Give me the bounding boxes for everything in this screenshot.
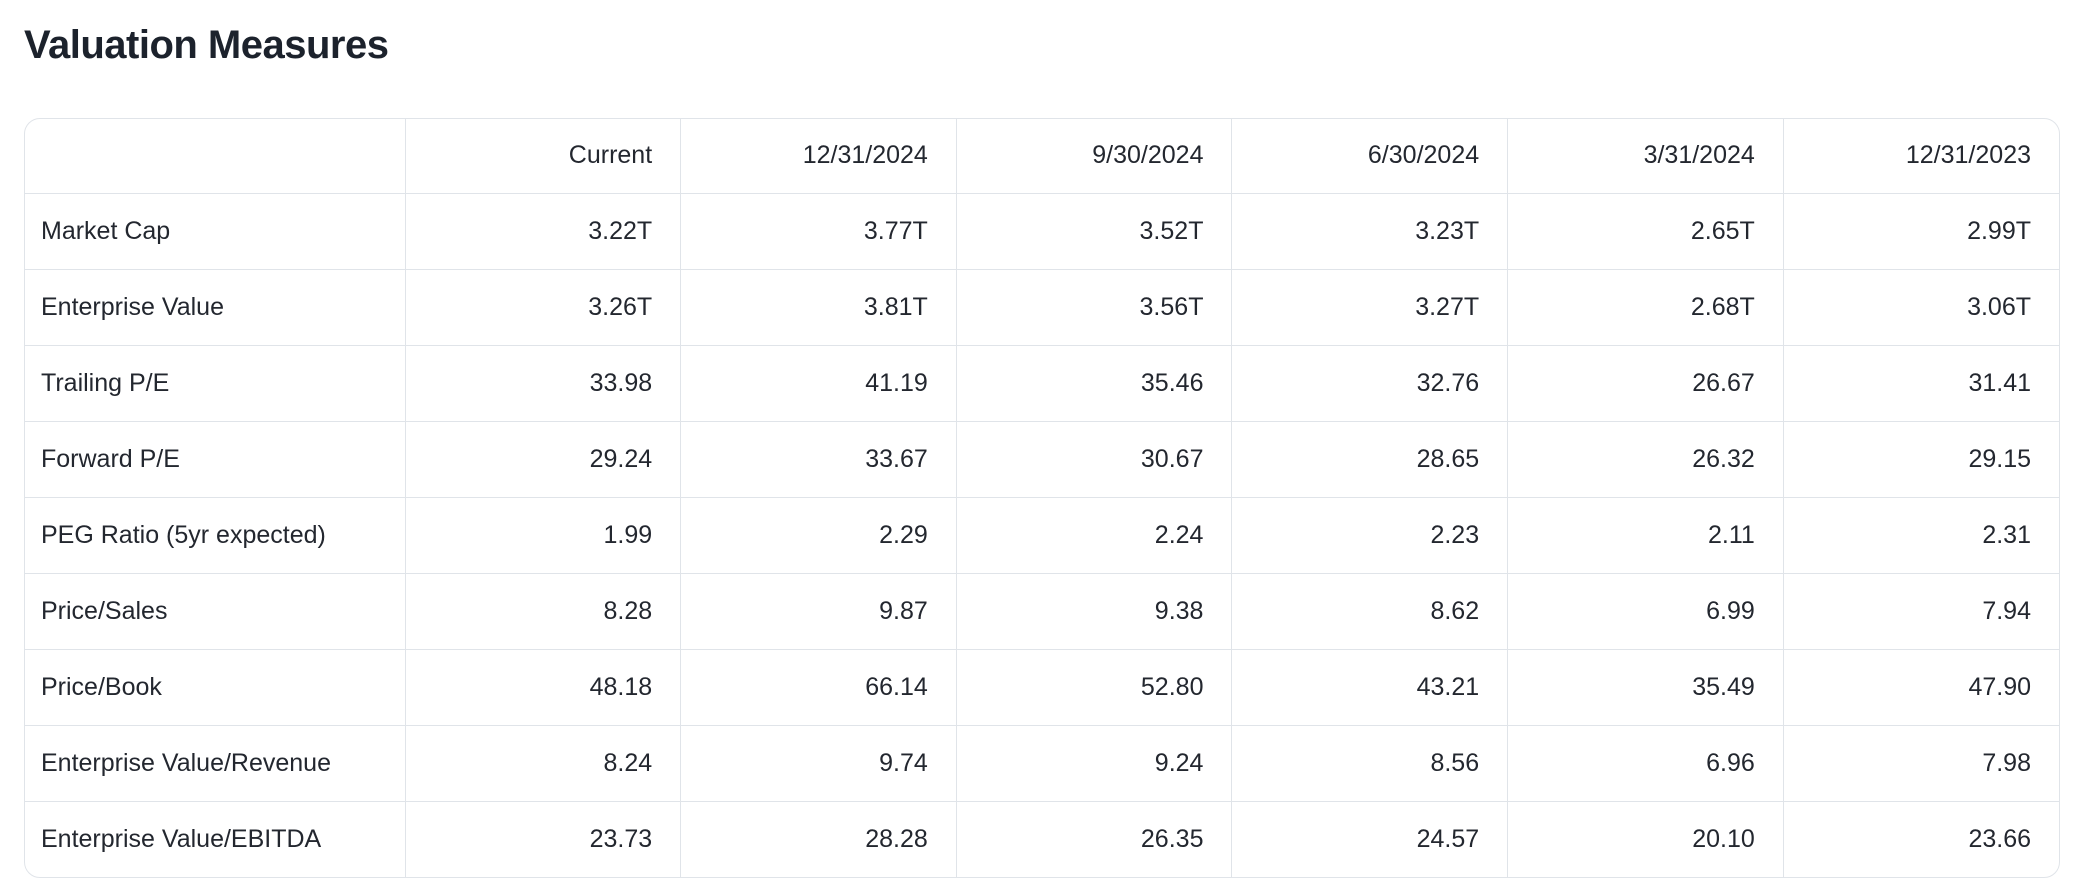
cell-value: 30.67: [955, 420, 1232, 497]
cell-value: 29.15: [1782, 420, 2059, 497]
cell-value: 35.49: [1507, 648, 1784, 725]
cell-value: 24.57: [1231, 800, 1508, 877]
table-row-market-cap: Market Cap 3.22T 3.77T 3.52T 3.23T 2.65T…: [25, 192, 2059, 269]
table-row-ev-ebitda: Enterprise Value/EBITDA 23.73 28.28 26.3…: [25, 800, 2059, 877]
row-label: Forward P/E: [25, 420, 405, 497]
cell-value: 9.24: [955, 724, 1232, 801]
table-row-forward-pe: Forward P/E 29.24 33.67 30.67 28.65 26.3…: [25, 420, 2059, 497]
cell-value: 9.38: [955, 572, 1232, 649]
table-header-row: Current 12/31/2024 9/30/2024 6/30/2024 3…: [25, 119, 2059, 193]
cell-value: 3.52T: [955, 192, 1232, 269]
cell-value: 9.87: [680, 572, 957, 649]
cell-value: 3.23T: [1231, 192, 1508, 269]
cell-value: 33.98: [404, 344, 681, 421]
row-label: Enterprise Value/EBITDA: [25, 800, 405, 877]
cell-value: 2.65T: [1507, 192, 1784, 269]
cell-value: 6.99: [1507, 572, 1784, 649]
cell-value: 2.29: [680, 496, 957, 573]
cell-value: 29.24: [404, 420, 681, 497]
cell-value: 3.77T: [680, 192, 957, 269]
cell-value: 7.98: [1782, 724, 2059, 801]
table-row-ev-revenue: Enterprise Value/Revenue 8.24 9.74 9.24 …: [25, 724, 2059, 801]
column-header-12-31-2024: 12/31/2024: [680, 119, 957, 193]
cell-value: 2.23: [1231, 496, 1508, 573]
column-header-3-31-2024: 3/31/2024: [1507, 119, 1784, 193]
cell-value: 1.99: [404, 496, 681, 573]
table-row-trailing-pe: Trailing P/E 33.98 41.19 35.46 32.76 26.…: [25, 344, 2059, 421]
row-label: Price/Book: [25, 648, 405, 725]
cell-value: 3.26T: [404, 268, 681, 345]
row-label: Market Cap: [25, 192, 405, 269]
cell-value: 3.22T: [404, 192, 681, 269]
table-row-enterprise-value: Enterprise Value 3.26T 3.81T 3.56T 3.27T…: [25, 268, 2059, 345]
cell-value: 8.24: [404, 724, 681, 801]
cell-value: 3.27T: [1231, 268, 1508, 345]
cell-value: 48.18: [404, 648, 681, 725]
cell-value: 8.62: [1231, 572, 1508, 649]
row-label: Enterprise Value/Revenue: [25, 724, 405, 801]
cell-value: 2.24: [955, 496, 1232, 573]
column-header-blank: [25, 119, 405, 193]
cell-value: 3.56T: [955, 268, 1232, 345]
row-label: Trailing P/E: [25, 344, 405, 421]
cell-value: 47.90: [1782, 648, 2059, 725]
cell-value: 26.67: [1507, 344, 1784, 421]
table-row-peg-ratio: PEG Ratio (5yr expected) 1.99 2.29 2.24 …: [25, 496, 2059, 573]
cell-value: 6.96: [1507, 724, 1784, 801]
cell-value: 2.99T: [1782, 192, 2059, 269]
cell-value: 43.21: [1231, 648, 1508, 725]
valuation-table-container: Current 12/31/2024 9/30/2024 6/30/2024 3…: [24, 118, 2060, 878]
cell-value: 8.28: [404, 572, 681, 649]
cell-value: 41.19: [680, 344, 957, 421]
cell-value: 32.76: [1231, 344, 1508, 421]
valuation-table: Current 12/31/2024 9/30/2024 6/30/2024 3…: [25, 119, 2059, 877]
cell-value: 28.28: [680, 800, 957, 877]
cell-value: 66.14: [680, 648, 957, 725]
cell-value: 28.65: [1231, 420, 1508, 497]
column-header-6-30-2024: 6/30/2024: [1231, 119, 1508, 193]
page-title: Valuation Measures: [24, 23, 389, 67]
cell-value: 2.68T: [1507, 268, 1784, 345]
cell-value: 7.94: [1782, 572, 2059, 649]
cell-value: 8.56: [1231, 724, 1508, 801]
cell-value: 23.66: [1782, 800, 2059, 877]
row-label: PEG Ratio (5yr expected): [25, 496, 405, 573]
cell-value: 3.06T: [1782, 268, 2059, 345]
cell-value: 52.80: [955, 648, 1232, 725]
cell-value: 26.32: [1507, 420, 1784, 497]
cell-value: 26.35: [955, 800, 1232, 877]
cell-value: 2.11: [1507, 496, 1784, 573]
table-row-price-book: Price/Book 48.18 66.14 52.80 43.21 35.49…: [25, 648, 2059, 725]
column-header-12-31-2023: 12/31/2023: [1782, 119, 2059, 193]
row-label: Enterprise Value: [25, 268, 405, 345]
cell-value: 33.67: [680, 420, 957, 497]
cell-value: 3.81T: [680, 268, 957, 345]
table-row-price-sales: Price/Sales 8.28 9.87 9.38 8.62 6.99 7.9…: [25, 572, 2059, 649]
column-header-9-30-2024: 9/30/2024: [955, 119, 1232, 193]
cell-value: 23.73: [404, 800, 681, 877]
cell-value: 2.31: [1782, 496, 2059, 573]
row-label: Price/Sales: [25, 572, 405, 649]
cell-value: 35.46: [955, 344, 1232, 421]
cell-value: 9.74: [680, 724, 957, 801]
cell-value: 20.10: [1507, 800, 1784, 877]
cell-value: 31.41: [1782, 344, 2059, 421]
column-header-current: Current: [404, 119, 681, 193]
